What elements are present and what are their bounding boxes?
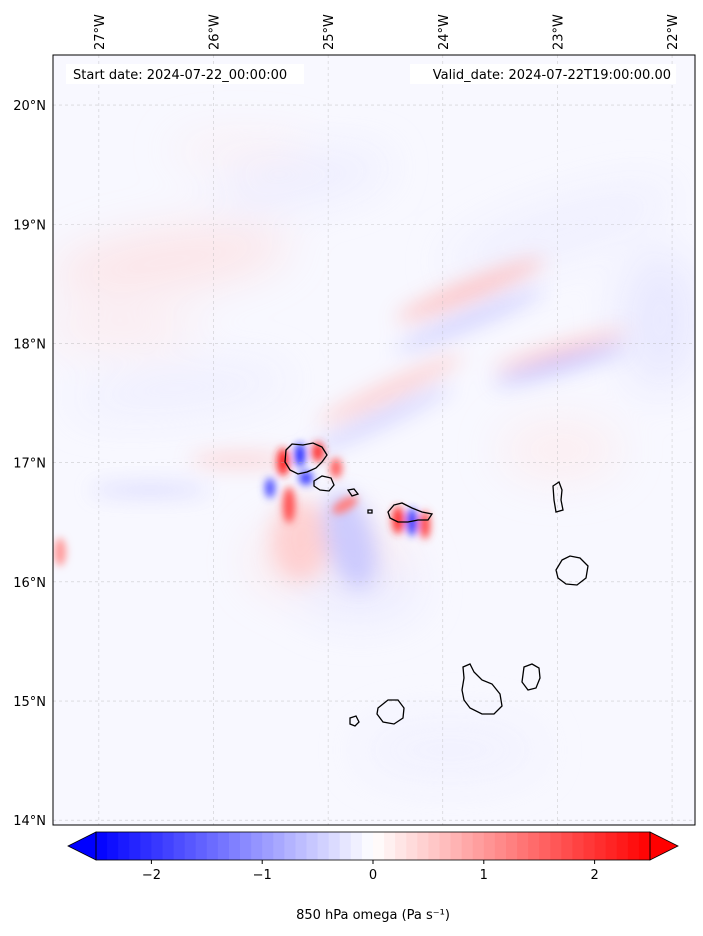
colorbar-level xyxy=(96,832,108,860)
colorbar-level xyxy=(129,832,141,860)
colorbar-level xyxy=(561,832,574,860)
colorbar-level xyxy=(539,832,551,860)
lon-label-22w: 22°W xyxy=(666,14,681,50)
longitude-labels: 27°W 26°W 25°W 24°W 23°W 22°W xyxy=(93,14,681,50)
colorbar-tick-label-2: 2 xyxy=(590,868,598,883)
colorbar-level xyxy=(616,832,629,860)
lon-label-25w: 25°W xyxy=(322,14,337,50)
colorbar-level xyxy=(572,832,585,860)
island-sao-vicente xyxy=(313,475,335,492)
lon-label-26w: 26°W xyxy=(208,14,223,50)
valid-date-box xyxy=(410,64,676,84)
map-frame xyxy=(52,54,696,826)
colorbar-level xyxy=(395,832,407,860)
colorbar-level xyxy=(528,832,540,860)
colorbar-level xyxy=(262,832,274,860)
island-sal xyxy=(552,481,564,513)
latitude-labels: 20°N 19°N 18°N 17°N 16°N 15°N 14°N xyxy=(13,99,46,829)
colorbar-level xyxy=(594,832,607,860)
island-santiago xyxy=(461,663,503,715)
colorbar-level xyxy=(195,832,208,860)
colorbar-level xyxy=(206,832,219,860)
island-fogo xyxy=(376,699,405,725)
colorbar-level xyxy=(317,832,330,860)
colorbar-tick-label-0: 0 xyxy=(369,868,377,883)
colorbar-level xyxy=(373,832,385,860)
colorbar-level xyxy=(251,832,263,860)
colorbar-level xyxy=(583,832,596,860)
colorbar-level xyxy=(295,832,308,860)
colorbar-ticks xyxy=(150,860,596,864)
colorbar-level xyxy=(173,832,186,860)
colorbar-level xyxy=(450,832,463,860)
valid-date-text: Valid_date: 2024-07-22T19:00:00.00 xyxy=(433,68,671,83)
colorbar-level xyxy=(361,832,374,860)
colorbar-level xyxy=(339,832,352,860)
colorbar-level xyxy=(350,832,363,860)
graticule xyxy=(53,55,695,825)
colorbar-level xyxy=(384,832,396,860)
colorbar-level xyxy=(184,832,197,860)
colorbar-level xyxy=(228,832,241,860)
colorbar: −2 −1 0 1 2 850 hPa omega (Pa s⁻¹) xyxy=(67,831,679,923)
colorbar-level xyxy=(494,832,507,860)
island-brava xyxy=(349,715,360,727)
lat-label-14n: 14°N xyxy=(13,814,46,829)
colorbar-level xyxy=(284,832,297,860)
colorbar-tick-label-1: 1 xyxy=(480,868,488,883)
colorbar-tick-label-neg1: −1 xyxy=(253,868,272,883)
island-santa-luzia xyxy=(346,488,360,497)
colorbar-level xyxy=(550,832,562,860)
colorbar-level xyxy=(638,832,651,860)
colorbar-level xyxy=(627,832,640,860)
colorbar-level xyxy=(439,832,452,860)
colorbar-level xyxy=(605,832,618,860)
colorbar-level xyxy=(217,832,230,860)
lat-label-15n: 15°N xyxy=(13,695,46,710)
colorbar-level xyxy=(417,832,429,860)
colorbar-level xyxy=(140,832,152,860)
omega-field xyxy=(53,138,695,780)
colorbar-level xyxy=(273,832,285,860)
colorbar-level xyxy=(428,832,441,860)
colorbar-extend-max xyxy=(649,831,679,861)
colorbar-level xyxy=(505,832,518,860)
island-santo-antao xyxy=(284,442,328,475)
colorbar-label: 850 hPa omega (Pa s⁻¹) xyxy=(296,908,450,923)
colorbar-level xyxy=(118,832,130,860)
colorbar-level xyxy=(472,832,485,860)
colorbar-level xyxy=(151,832,164,860)
lon-label-24w: 24°W xyxy=(437,14,452,50)
start-date-text: Start date: 2024-07-22_00:00:00 xyxy=(73,68,287,83)
colorbar-tick-label-neg2: −2 xyxy=(142,868,161,883)
lat-label-18n: 18°N xyxy=(13,337,46,352)
island-maio xyxy=(521,663,541,691)
colorbar-level xyxy=(306,832,319,860)
colorbar-gradient xyxy=(96,832,651,860)
lat-label-20n: 20°N xyxy=(13,99,46,114)
lat-label-16n: 16°N xyxy=(13,576,46,591)
lat-label-17n: 17°N xyxy=(13,457,46,472)
colorbar-level xyxy=(461,832,474,860)
colorbar-level xyxy=(517,832,529,860)
island-sao-nicolau xyxy=(367,509,373,514)
island-boa-vista xyxy=(555,555,589,586)
colorbar-level xyxy=(483,832,496,860)
colorbar-level xyxy=(240,832,252,860)
colorbar-level xyxy=(328,832,341,860)
colorbar-extend-min xyxy=(67,831,97,861)
lat-label-19n: 19°N xyxy=(13,218,46,233)
coastlines xyxy=(284,442,589,727)
lon-label-23w: 23°W xyxy=(551,14,566,50)
colorbar-level xyxy=(406,832,418,860)
lon-label-27w: 27°W xyxy=(93,14,108,50)
island-sao-nicolau-main xyxy=(387,502,434,523)
start-date-box xyxy=(66,64,304,84)
colorbar-level xyxy=(162,832,175,860)
colorbar-level xyxy=(107,832,119,860)
